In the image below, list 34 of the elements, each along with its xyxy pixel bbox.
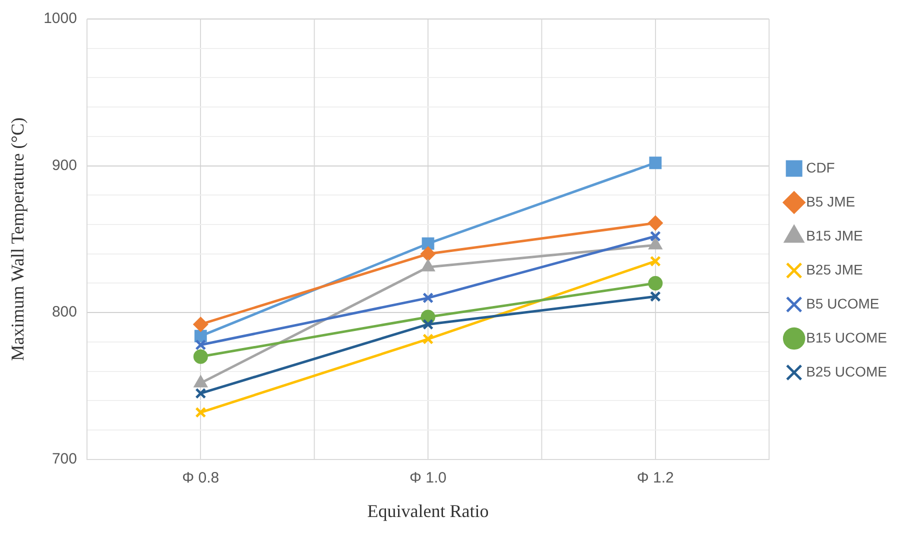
point	[649, 156, 662, 170]
point	[648, 276, 663, 290]
y-tick-label: 800	[52, 304, 77, 321]
point	[422, 318, 434, 330]
legend-label: B15 JME	[806, 227, 863, 244]
point	[648, 216, 663, 230]
point	[420, 246, 436, 262]
y-axis-title: Maximum Wall Temperature (°C)	[8, 118, 28, 361]
point	[193, 349, 208, 364]
y-tick-label: 1000	[44, 10, 77, 28]
legend-label: B5 UCOME	[806, 295, 880, 312]
legend-label: B25 UCOME	[806, 363, 888, 380]
point	[650, 256, 661, 267]
point	[422, 334, 434, 345]
point	[422, 237, 434, 250]
point	[195, 339, 206, 350]
point	[193, 317, 208, 332]
point	[650, 230, 661, 242]
x-tick-label: Φ 1.2	[636, 470, 674, 487]
y-tick-label: 700	[52, 450, 77, 468]
point	[194, 376, 208, 388]
point	[422, 292, 434, 304]
legend-label: B25 JME	[806, 261, 863, 278]
point	[650, 290, 661, 302]
point	[195, 388, 206, 399]
x-axis-title: Equivalent Ratio	[367, 500, 489, 521]
point	[195, 406, 206, 418]
legend-label: CDF	[806, 159, 835, 176]
legend-label: B15 UCOME	[806, 329, 888, 346]
point	[194, 330, 207, 342]
x-tick-label: Φ 1.0	[410, 470, 447, 487]
legend-label: B5 JME	[806, 193, 856, 210]
x-tick-label: Φ 0.8	[182, 470, 220, 487]
y-tick-label: 900	[52, 156, 77, 174]
